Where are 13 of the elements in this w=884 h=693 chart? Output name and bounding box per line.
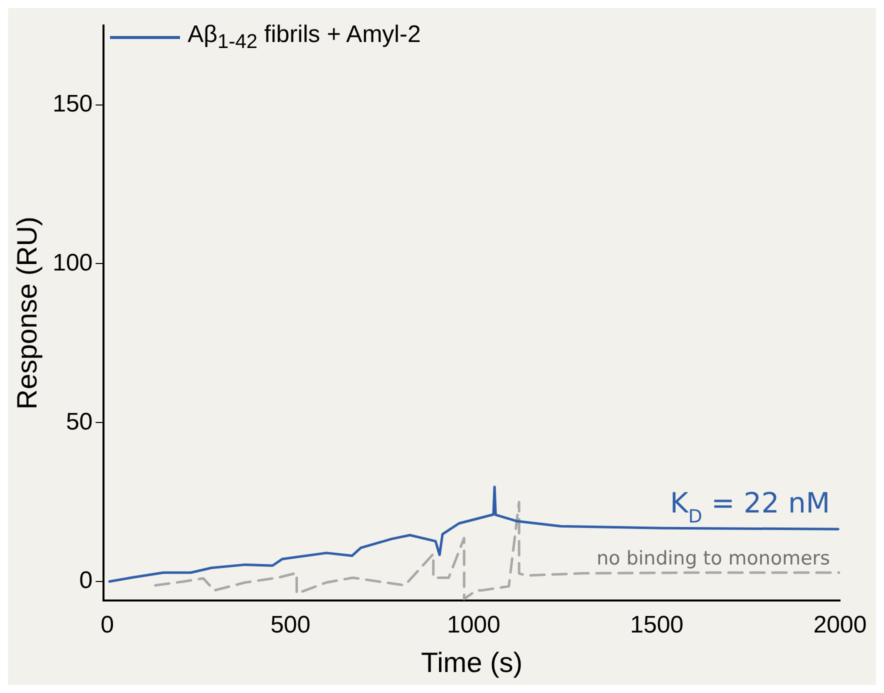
x-tick-label: 500 [270,612,311,639]
legend-label: Aβ$_{1-42}$ fibrils + Amyl-2 [188,21,421,54]
annotation: no binding to monomers [596,548,830,570]
x-tick-label: 1500 [630,612,684,639]
x-tick-label: 0 [100,612,114,639]
y-axis-title: Response (RU) [12,216,43,410]
y-tick-label: 150 [52,90,93,118]
y-tick-label: 50 [66,408,93,436]
x-tick-label: 1000 [446,612,500,639]
y-tick-label: 100 [52,249,93,276]
y-tick-label: 0 [79,567,93,594]
x-tick-label: 2000 [813,612,867,639]
x-axis-title: Time (s) [421,646,523,678]
